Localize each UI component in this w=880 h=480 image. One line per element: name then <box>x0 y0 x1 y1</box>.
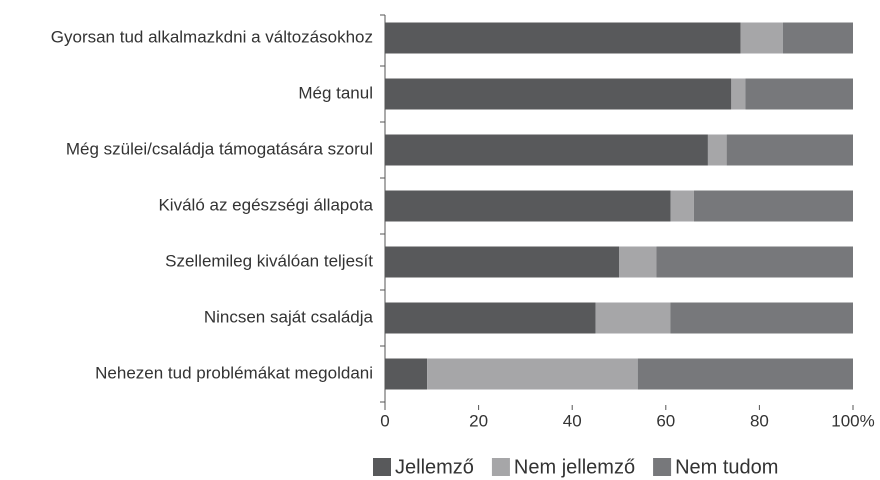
y-tick-label: Nehezen tud problémákat megoldani <box>95 363 373 382</box>
y-tick-label: Gyorsan tud alkalmazkdni a változásokhoz <box>51 27 373 46</box>
legend-swatch <box>653 458 672 476</box>
bar-segment <box>670 190 694 222</box>
bar-segment <box>740 22 783 54</box>
bar-segment <box>782 22 853 54</box>
legend-label: Nem tudom <box>675 456 778 478</box>
x-tick-label: 40 <box>563 411 582 430</box>
y-tick-label: Szellemileg kiválóan teljesít <box>165 251 373 270</box>
legend-swatch <box>373 458 391 476</box>
y-tick-label: Még szülei/családja támogatására szorul <box>66 139 373 158</box>
bar-segment <box>385 246 619 278</box>
bar-segment <box>707 134 727 166</box>
x-tick-label: 60 <box>656 411 675 430</box>
bar-segment <box>385 358 428 390</box>
bar-segment <box>385 134 708 166</box>
legend-label: Jellemző <box>395 456 474 478</box>
y-tick-label: Kiváló az egészségi állapota <box>158 195 373 214</box>
bar-segment <box>731 78 746 110</box>
bar-segment <box>385 190 671 222</box>
bar-segment <box>656 246 853 278</box>
bar-segment <box>637 358 853 390</box>
bar-segment <box>619 246 657 278</box>
bar-segment <box>385 22 741 54</box>
bar-segment <box>385 78 732 110</box>
legend-label: Nem jellemző <box>514 456 635 478</box>
bar-segment <box>427 358 638 390</box>
bar-segment <box>670 302 853 334</box>
legend-swatch <box>491 458 510 476</box>
x-tick-label: 80 <box>750 411 769 430</box>
bar-segment <box>726 134 853 166</box>
bar-segment <box>745 78 853 110</box>
y-tick-label: Még tanul <box>298 83 373 102</box>
y-tick-label: Nincsen saját családja <box>204 307 374 326</box>
x-tick-label: 0 <box>380 411 389 430</box>
x-tick-label: 20 <box>469 411 488 430</box>
bar-segment <box>385 302 596 334</box>
bar-segment <box>595 302 671 334</box>
bar-segment <box>693 190 853 222</box>
x-tick-label: 100% <box>831 411 874 430</box>
